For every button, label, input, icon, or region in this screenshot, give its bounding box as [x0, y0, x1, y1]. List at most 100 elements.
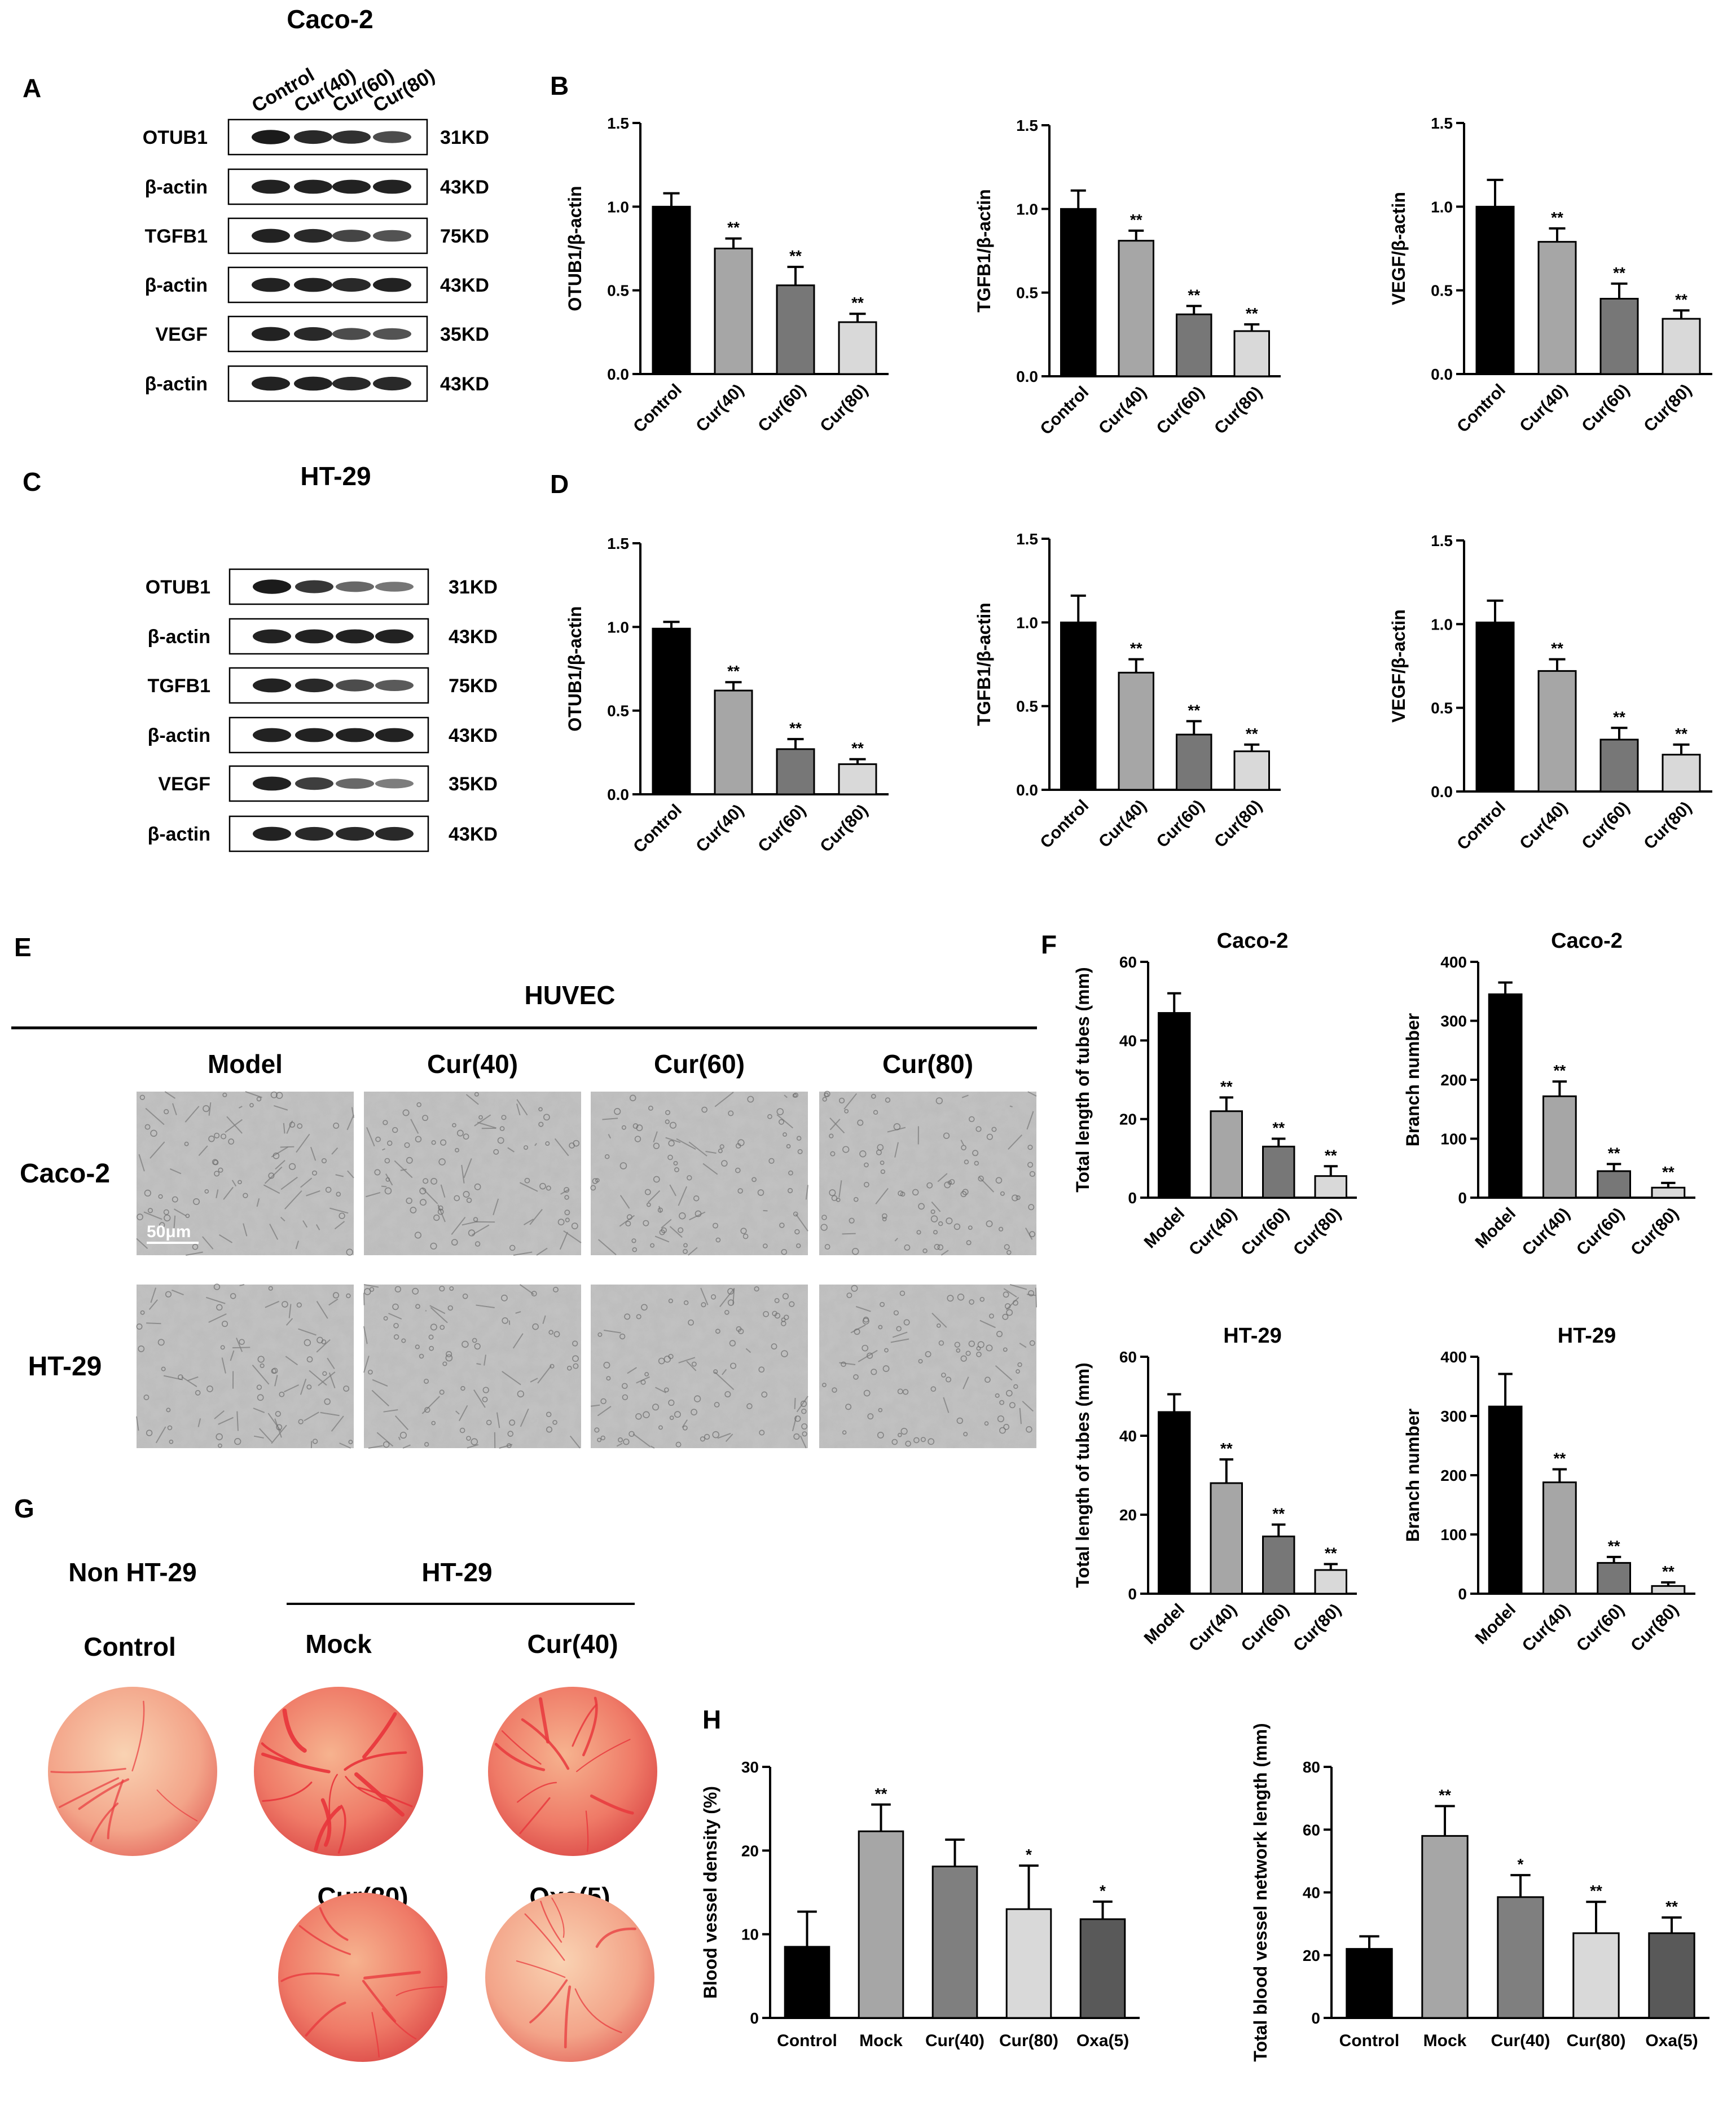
tube-segment: [1008, 1134, 1023, 1150]
significance-marker: **: [1553, 1450, 1566, 1467]
x-tick-label: Control: [1036, 383, 1092, 439]
y-tick-label: 0.0: [1431, 366, 1453, 383]
blot-band: [295, 826, 333, 841]
blot-band: [375, 582, 414, 592]
cell: [214, 1132, 220, 1138]
tube-segment: [172, 1289, 184, 1296]
cell: [822, 1097, 827, 1102]
tube-segment: [451, 1216, 466, 1235]
x-tick-label: Cur(40): [1519, 1204, 1574, 1260]
cell: [718, 1149, 723, 1154]
cell: [710, 1294, 717, 1300]
bar: [1118, 240, 1154, 377]
bar: [1662, 754, 1701, 793]
tube-segment: [515, 1311, 521, 1314]
tube-segment: [331, 1147, 339, 1155]
cell: [136, 1323, 143, 1330]
cell: [667, 1154, 673, 1160]
cell: [158, 1194, 163, 1199]
bar: [1599, 738, 1639, 793]
cell: [995, 1177, 1003, 1184]
tube-segment: [1025, 1227, 1033, 1240]
bar: [1648, 1932, 1695, 2019]
cell: [452, 1123, 456, 1128]
blood-vessel: [298, 1925, 351, 1955]
tube-segment: [722, 1369, 727, 1375]
tube-segment: [269, 1224, 279, 1240]
cell: [916, 1230, 921, 1235]
tube-segment: [430, 1307, 448, 1323]
y-tick-label: 60: [1119, 1348, 1137, 1366]
blot-size-label: 31KD: [449, 577, 498, 598]
cell: [594, 1427, 600, 1433]
cell: [636, 1314, 641, 1320]
blood-vessel: [261, 1752, 331, 1774]
cell: [552, 1287, 559, 1293]
y-tick-label: 400: [1440, 1348, 1467, 1366]
tube-segment: [795, 1213, 808, 1232]
tube-segment: [542, 1315, 546, 1324]
blood-vessel: [517, 1782, 557, 1803]
cell: [466, 1436, 471, 1441]
cell: [679, 1212, 686, 1220]
cell: [415, 1304, 420, 1309]
bar: [1176, 733, 1212, 791]
cell: [831, 1195, 838, 1202]
tube-segment: [136, 1416, 139, 1431]
cell: [455, 1147, 459, 1153]
huvec-column-header: Cur(60): [654, 1049, 745, 1079]
cell: [691, 1409, 697, 1415]
tube-segment: [136, 1238, 148, 1250]
tube-segment: [274, 1418, 282, 1438]
cell: [853, 1197, 859, 1202]
cell: [721, 1160, 728, 1167]
cell: [969, 1299, 974, 1305]
cell: [239, 1339, 245, 1345]
blot-band: [336, 629, 374, 644]
huvec-row-header: HT-29: [28, 1352, 102, 1382]
cell: [410, 1207, 417, 1213]
cell: [140, 1310, 145, 1315]
cell: [546, 1411, 552, 1418]
cell: [493, 1149, 499, 1155]
cell: [428, 1334, 434, 1340]
x-tick-label: Cur(40): [1095, 383, 1150, 438]
tube-segment: [688, 1141, 707, 1157]
blot-band: [373, 278, 411, 292]
cell: [849, 1217, 855, 1224]
tube-segment: [1009, 1105, 1013, 1108]
x-tick-label: Cur(60): [1153, 797, 1208, 852]
cell: [937, 1323, 941, 1328]
cell: [509, 1419, 516, 1426]
tube-segment: [286, 1120, 293, 1134]
tube-segment: [745, 1348, 751, 1353]
cell: [463, 1191, 470, 1198]
blot-band: [332, 130, 371, 144]
significance-marker: **: [1613, 264, 1625, 282]
y-tick-label: 0: [1128, 1585, 1137, 1603]
cell: [424, 1406, 430, 1413]
cell: [184, 1141, 189, 1146]
cell: [943, 1132, 950, 1139]
blood-vessel: [280, 1972, 340, 1982]
cell: [746, 1403, 753, 1409]
chart-branch-number-caco2: Caco-2 0 100 200 300 400 Branch number Model ** C…: [1403, 929, 1695, 1259]
blot-protein-label: β-actin: [145, 177, 208, 198]
cell: [178, 1374, 183, 1380]
cam-non-group-label: Non HT-29: [68, 1558, 196, 1587]
cell: [836, 1198, 841, 1202]
cell: [956, 1417, 963, 1424]
tube-segment: [534, 1143, 537, 1146]
tube-segment: [838, 1180, 842, 1198]
huvec-micrograph: [363, 1284, 581, 1449]
cell: [687, 1175, 692, 1181]
tube-segment: [363, 1356, 370, 1373]
tube-segment: [875, 1188, 889, 1204]
cell: [213, 1283, 221, 1290]
bar: [784, 1946, 830, 2019]
tube-segment: [172, 1103, 177, 1115]
blood-vessel: [590, 1794, 634, 1815]
cell: [678, 1227, 684, 1233]
cell: [794, 1229, 800, 1235]
